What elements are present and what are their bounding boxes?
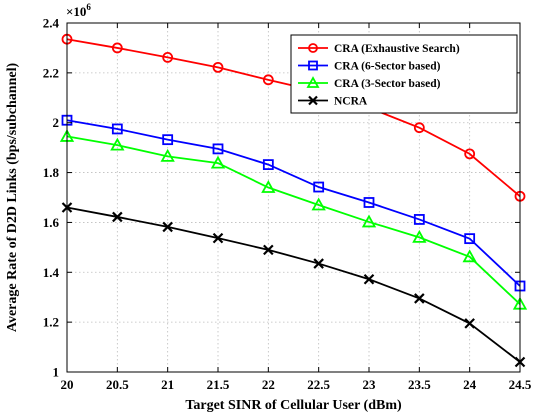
x-axis-label: Target SINR of Cellular User (dBm): [185, 398, 402, 413]
legend-entry: CRA (3-Sector based): [298, 76, 441, 90]
data-point: [162, 134, 174, 146]
data-point: [464, 148, 476, 160]
data-point: [111, 42, 123, 54]
x-tick-label: 21: [161, 377, 174, 392]
data-point: [361, 214, 377, 228]
data-point: [212, 61, 224, 73]
data-point: [162, 221, 173, 233]
data-point: [308, 95, 318, 106]
data-point: [412, 229, 427, 243]
data-point: [464, 318, 475, 329]
data-point: [112, 211, 123, 223]
plot-frame: [66, 22, 521, 373]
x-tick-label: 24.5: [509, 377, 532, 392]
data-point: [313, 258, 324, 269]
y-tick-label: 2.2: [43, 65, 59, 80]
y-tick-label: 1: [53, 365, 60, 380]
legend-entry: CRA (6-Sector based): [298, 61, 441, 73]
y-tick-label: 1.2: [43, 315, 59, 330]
data-point: [414, 293, 425, 304]
data-point: [110, 137, 125, 151]
x-tick-label: 23.5: [408, 377, 431, 392]
data-point: [413, 214, 425, 225]
data-point: [263, 244, 274, 256]
data-point: [212, 232, 224, 244]
legend-label: CRA (6-Sector based): [334, 61, 441, 73]
y-tick-label: 2.4: [43, 16, 60, 31]
data-point: [212, 143, 224, 155]
data-point: [160, 148, 175, 162]
data-point: [313, 181, 325, 193]
data-point: [162, 52, 174, 63]
x-tick-label: 24: [463, 377, 477, 392]
data-point: [262, 74, 274, 86]
x-tick-label: 20.5: [106, 377, 129, 392]
legend-label: NCRA: [334, 96, 368, 108]
data-point: [413, 122, 425, 134]
legend: CRA (Exhaustive Search) CRA (6-Sector bas…: [290, 34, 518, 114]
x-tick-label: 22: [262, 377, 275, 392]
data-point: [111, 123, 123, 135]
y-tick-label: 1.6: [43, 215, 60, 230]
x-tick-labels: 20 20.5 21 21.5 22 22.5 23 23.5 24 24.5: [61, 377, 532, 392]
y-tick-label: 1.8: [43, 165, 60, 180]
data-point: [464, 233, 476, 245]
legend-entry: NCRA: [298, 96, 368, 108]
data-point: [311, 197, 326, 211]
data-point: [363, 197, 375, 208]
legend-box: [290, 34, 518, 114]
data-point: [261, 180, 276, 193]
data-point: [262, 159, 274, 170]
legend-label: CRA (Exhaustive Search): [334, 43, 460, 55]
series-line: [66, 206, 521, 363]
y-axis-label: Average Rate of D2D Links (bps/subchanne…: [5, 63, 20, 333]
series-2: [61, 114, 526, 292]
legend-label: CRA (3-Sector based): [334, 78, 441, 90]
series-4: [61, 202, 526, 368]
data-point: [462, 249, 477, 263]
x-tick-label: 22.5: [307, 377, 330, 392]
series-line: [66, 135, 521, 305]
y-tick-labels: 1 1.2 1.4 1.6 1.8 2 2.2 2.4: [43, 16, 60, 380]
data-point: [306, 76, 320, 88]
tick-marks: [66, 22, 521, 373]
y-tick-label: 2: [53, 115, 60, 130]
y-axis-multiplier: ×106: [66, 2, 91, 19]
data-point: [308, 43, 318, 53]
data-point: [308, 60, 318, 71]
x-tick-label: 20: [61, 377, 74, 392]
data-point: [210, 155, 226, 169]
x-tick-label: 23: [363, 377, 377, 392]
y-tick-label: 1.4: [43, 265, 60, 280]
data-point: [363, 273, 375, 285]
series-line: [66, 119, 521, 287]
x-tick-label: 21.5: [207, 377, 230, 392]
legend-entry: CRA (Exhaustive Search): [298, 43, 460, 55]
